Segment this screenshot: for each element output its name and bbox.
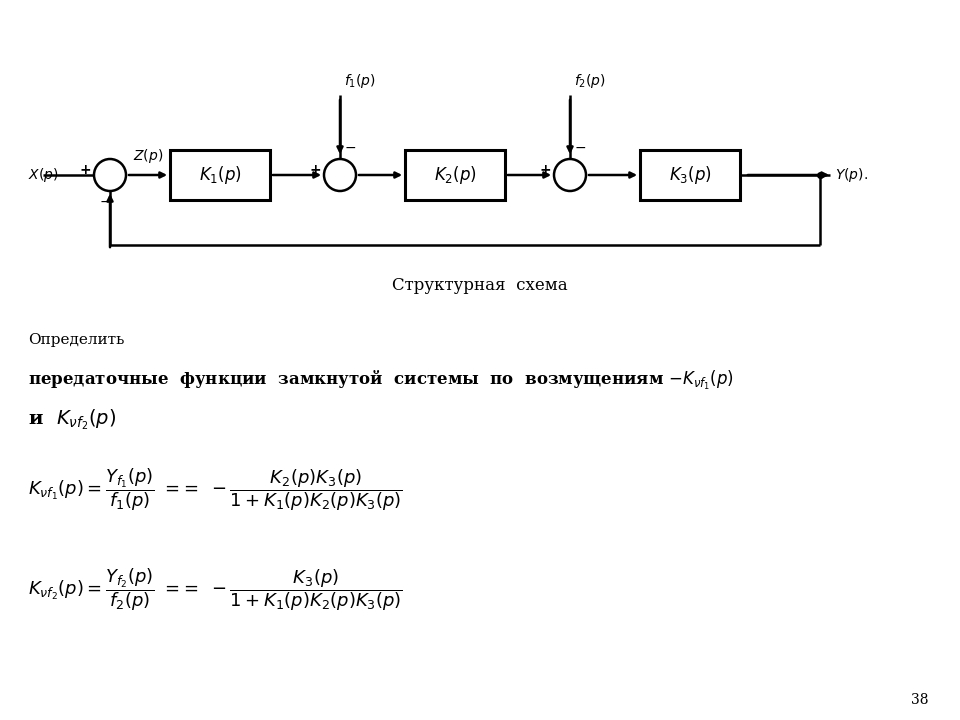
Text: $K_3(p)$: $K_3(p)$ [668,164,711,186]
Text: $K_{\nu f_1}(p) = \dfrac{Y_{f_1}(p)}{f_1(p)}\ =\!=\ -\dfrac{K_2(p)K_3(p)}{1+K_1(: $K_{\nu f_1}(p) = \dfrac{Y_{f_1}(p)}{f_1… [28,467,403,513]
Text: $K_{\nu f_2}(p) = \dfrac{Y_{f_2}(p)}{f_2(p)}\ =\!=\ -\dfrac{K_3(p)}{1+K_1(p)K_2(: $K_{\nu f_2}(p) = \dfrac{Y_{f_2}(p)}{f_2… [28,567,403,613]
Text: $Z(p)$: $Z(p)$ [132,147,163,165]
Text: 38: 38 [911,693,928,707]
Text: −: − [575,141,587,155]
Text: +: + [540,163,551,177]
Text: $f_2(p)$: $f_2(p)$ [574,72,606,90]
Text: $Y(p).$: $Y(p).$ [835,166,868,184]
Text: передаточные  функции  замкнутой  системы  по  возмущениям $-K_{\nu f_1}(p)$: передаточные функции замкнутой системы п… [28,369,734,392]
Bar [170,150,270,200]
Text: и  $K_{\nu f_2}(p)$: и $K_{\nu f_2}(p)$ [28,408,116,432]
Text: Структурная  схема: Структурная схема [393,276,567,294]
Circle shape [324,159,356,191]
Text: $f_1(p)$: $f_1(p)$ [344,72,376,90]
Bar [640,150,740,200]
Circle shape [94,159,126,191]
Text: $K_2(p)$: $K_2(p)$ [434,164,476,186]
Text: $K_1(p)$: $K_1(p)$ [199,164,242,186]
Text: −: − [345,141,356,155]
Text: $X(p)$: $X(p)$ [28,166,59,184]
Circle shape [554,159,586,191]
Text: +: + [80,163,91,177]
Text: Определить: Определить [28,333,125,347]
Bar [405,150,505,200]
Text: −: − [99,195,110,209]
Text: +: + [309,163,321,177]
